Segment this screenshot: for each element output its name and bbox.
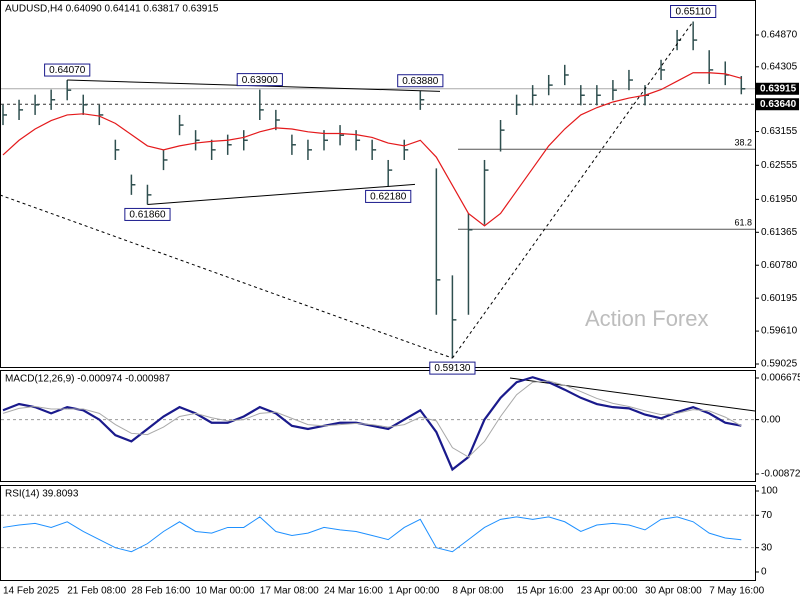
y-tick-label: 0.64870 [761, 30, 798, 41]
y-tick-label: 100 [761, 486, 778, 497]
price-box-label: 0.63915 [760, 83, 797, 94]
trendline [0, 194, 453, 359]
y-tick-label: 0.60780 [761, 260, 798, 271]
y-tick-label: 30 [761, 542, 773, 553]
indicator-line [2, 516, 742, 553]
annotation-label: 0.65110 [675, 7, 711, 18]
y-tick-label: 0.59025 [761, 359, 798, 370]
y-tick-label: 70 [761, 510, 773, 521]
indicator-line [2, 376, 742, 472]
annotation-label: 0.63880 [402, 76, 439, 87]
panel-title: RSI(14) 39.8093 [5, 489, 79, 500]
fib-label: 61.8 [734, 218, 752, 228]
annotation-label: 0.63900 [242, 75, 279, 86]
annotation-box [236, 73, 283, 87]
x-tick-label: 21 Feb 08:00 [67, 586, 126, 597]
x-tick-label: 15 Apr 16:00 [517, 586, 574, 597]
y-tick-label: 0.64305 [761, 61, 798, 72]
price-box [756, 82, 799, 95]
annotation-label: 0.59130 [434, 363, 471, 374]
trendline [147, 183, 416, 205]
x-tick-label: 10 Mar 00:00 [196, 586, 255, 597]
y-tick-label: 0.00 [761, 414, 781, 425]
y-tick-label: 0.63155 [761, 126, 798, 137]
trendline [451, 21, 694, 359]
annotation-box [44, 63, 91, 77]
y-tick-label: 0.62555 [761, 160, 798, 171]
x-tick-label: 14 Feb 2025 [3, 586, 60, 597]
price-panel [0, 0, 756, 368]
x-tick-label: 23 Apr 00:00 [581, 586, 638, 597]
annotation-box [365, 189, 412, 203]
watermark: Action Forex [585, 306, 709, 331]
panel-title: MACD(12,26,9) -0.000974 -0.000987 [5, 374, 171, 385]
y-tick-label: 0.61365 [761, 227, 798, 238]
annotation-label: 0.62180 [370, 192, 407, 203]
x-tick-label: 1 Apr 00:00 [388, 586, 440, 597]
price-box-label: 0.63640 [760, 99, 797, 110]
rsi-panel [0, 485, 756, 581]
fib-label: 38.2 [734, 138, 752, 148]
price-box [756, 98, 799, 111]
panel-title: AUDUSD,H4 0.64090 0.64141 0.63817 0.6391… [5, 4, 219, 15]
y-tick-label: 0.61950 [761, 194, 798, 205]
moving-average [2, 72, 742, 227]
y-tick-label: 0 [761, 567, 767, 578]
x-tick-label: 7 May 16:00 [709, 586, 764, 597]
annotation-box [397, 74, 444, 88]
x-tick-label: 28 Feb 16:00 [131, 586, 190, 597]
x-tick-label: 8 Apr 08:00 [452, 586, 504, 597]
y-tick-label: 0.60195 [761, 293, 798, 304]
x-tick-label: 17 Mar 08:00 [260, 586, 319, 597]
y-tick-label: 0.59610 [761, 326, 798, 337]
x-tick-label: 30 Apr 08:00 [645, 586, 702, 597]
x-tick-label: 24 Mar 16:00 [324, 586, 383, 597]
y-tick-label: 0.006675 [761, 373, 800, 384]
annotation-box [124, 207, 171, 221]
annotation-box [670, 5, 717, 19]
indicator-line [2, 380, 742, 458]
macd-trendline [509, 377, 756, 412]
annotation-box [429, 361, 476, 375]
annotation-label: 0.64070 [49, 65, 86, 76]
y-tick-label: -0.008724 [761, 469, 800, 480]
macd-panel [0, 370, 756, 482]
annotation-label: 0.61860 [129, 210, 166, 221]
